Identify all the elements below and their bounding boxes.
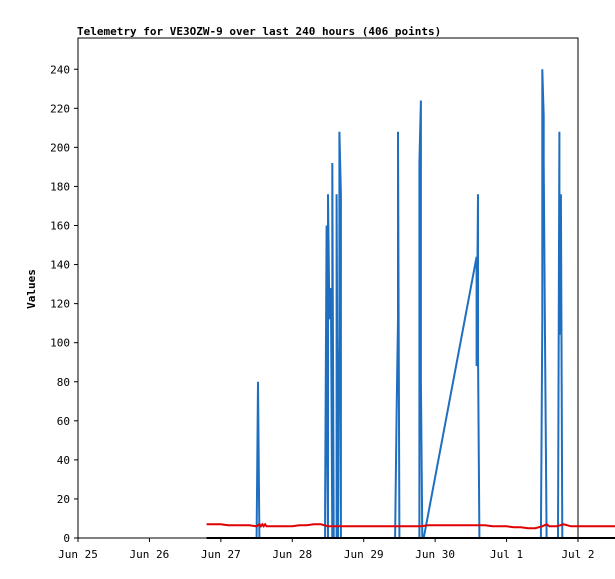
y-tick-label: 140: [50, 259, 70, 272]
y-tick-label: 60: [57, 415, 70, 428]
x-tick-label: Jun 29: [344, 548, 384, 561]
x-tick-label: Jun 28: [272, 548, 312, 561]
x-tick-label: Jun 25: [58, 548, 98, 561]
x-tick-label: Jun 27: [201, 548, 241, 561]
x-tick-label: Jul 1: [490, 548, 523, 561]
x-tick-label: Jun 26: [130, 548, 170, 561]
x-tick-label: Jul 2: [561, 548, 594, 561]
y-tick-label: 220: [50, 102, 70, 115]
y-tick-label: 120: [50, 298, 70, 311]
series-line-1: [206, 522, 615, 530]
y-tick-label: 0: [63, 532, 70, 545]
chart-title: Telemetry for VE3OZW-9 over last 240 hou…: [77, 25, 441, 38]
y-axis-label: Values: [25, 269, 38, 309]
y-tick-label: 80: [57, 376, 70, 389]
y-axis: 0 20 40 60 80 100 120 140 160 180 200 220 240: [50, 63, 78, 545]
x-axis: Jun 25 Jun 26 Jun 27 Jun 28 Jun 29 Jun 30 Jul …: [58, 538, 595, 561]
y-tick-label: 100: [50, 337, 70, 350]
y-tick-label: 160: [50, 220, 70, 233]
y-tick-label: 240: [50, 63, 70, 76]
y-tick-label: 180: [50, 180, 70, 193]
y-tick-label: 200: [50, 141, 70, 154]
series-layer: [206, 69, 615, 539]
y-tick-label: 40: [57, 454, 70, 467]
y-tick-label: 20: [57, 493, 70, 506]
x-tick-label: Jun 30: [415, 548, 455, 561]
